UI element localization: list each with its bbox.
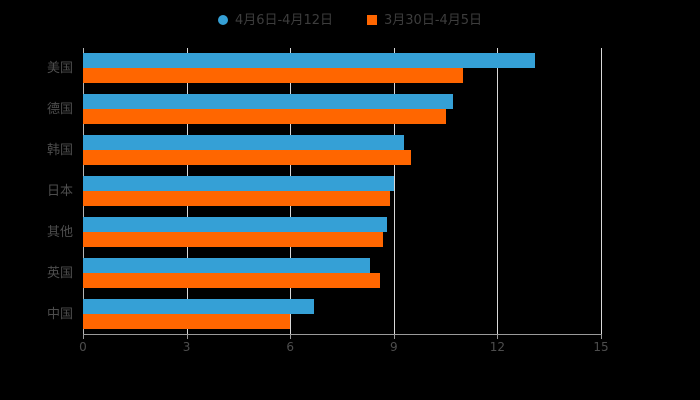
chart-category-row: 日本: [47, 171, 601, 212]
bar-日本-series-1[interactable]: [83, 190, 391, 206]
x-tick-label: 12: [489, 340, 506, 354]
y-axis-category-label: 美国: [46, 61, 73, 77]
chart-category-row: 韩国: [47, 130, 601, 171]
bar-其他-series-0[interactable]: [83, 216, 387, 232]
x-tick-label: 0: [79, 340, 87, 354]
chart-category-row: 英国: [47, 252, 601, 293]
legend-marker-square-icon: [367, 15, 377, 25]
x-tick-label: 9: [389, 340, 398, 354]
legend-label: 4月6日-4月12日: [234, 12, 333, 28]
bar-英国-series-0[interactable]: [83, 257, 370, 273]
bar-韩国-series-1[interactable]: [83, 150, 412, 166]
plot-area: 美国德国韩国日本其他英国中国: [47, 48, 602, 334]
gridline-x-12: [497, 48, 499, 334]
bar-其他-series-1[interactable]: [83, 231, 384, 247]
legend-entry-1[interactable]: 3月30日-4月5日: [367, 14, 482, 27]
bar-英国-series-1[interactable]: [83, 272, 380, 288]
y-axis-category-label: 日本: [46, 183, 73, 199]
gridline-x-9: [393, 48, 395, 334]
x-tick-15: [601, 334, 602, 339]
bar-美国-series-1[interactable]: [83, 68, 463, 84]
bar-中国-series-1[interactable]: [83, 313, 291, 329]
y-axis-category-label: 中国: [46, 306, 73, 322]
bar-韩国-series-0[interactable]: [83, 135, 405, 151]
chart-category-row: 中国: [47, 293, 601, 334]
chart-legend: 4月6日-4月12日 3月30日-4月5日: [0, 8, 700, 32]
legend-label: 3月30日-4月5日: [384, 12, 483, 28]
x-tick-9: [393, 334, 395, 339]
x-tick-label: 3: [182, 340, 191, 354]
x-tick-label: 15: [593, 340, 609, 354]
bar-日本-series-0[interactable]: [83, 175, 394, 191]
x-tick-6: [290, 334, 292, 339]
legend-entry-0[interactable]: 4月6日-4月12日: [217, 12, 333, 28]
x-tick-12: [497, 334, 499, 339]
bar-中国-series-0[interactable]: [83, 298, 315, 314]
bar-美国-series-0[interactable]: [83, 53, 536, 69]
x-tick-0: [83, 334, 84, 339]
chart-category-row: 美国: [47, 48, 601, 89]
y-axis-category-label: 英国: [46, 265, 73, 281]
y-axis-category-label: 其他: [46, 224, 73, 240]
x-tick-label: 6: [286, 340, 295, 354]
chart-category-row: 其他: [47, 211, 601, 252]
legend-marker-circle-icon: [217, 15, 228, 25]
y-axis-category-label: 德国: [46, 102, 73, 118]
bar-德国-series-0[interactable]: [83, 94, 453, 110]
chart-category-row: 德国: [47, 89, 601, 130]
x-axis-line: [83, 334, 601, 335]
gridline-x-15: [601, 48, 602, 334]
x-tick-3: [186, 334, 188, 339]
bar-德国-series-1[interactable]: [83, 109, 446, 125]
y-axis-category-label: 韩国: [46, 143, 73, 159]
